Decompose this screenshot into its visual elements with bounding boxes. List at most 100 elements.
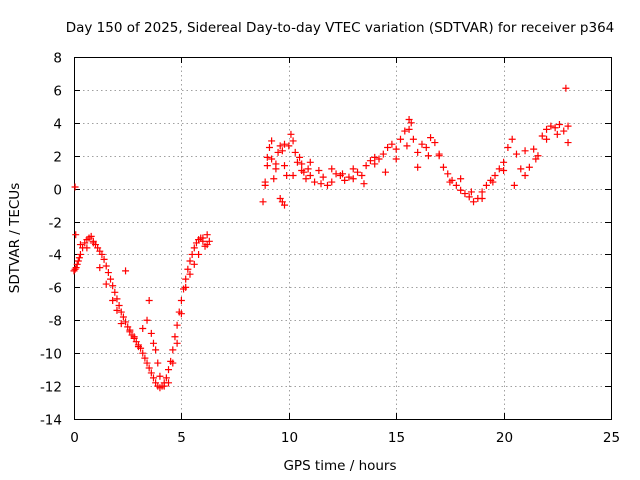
y-tick-label: 8: [53, 51, 62, 67]
data-point: [274, 148, 282, 156]
x-axis-label: GPS time / hours: [283, 458, 396, 474]
data-point: [173, 321, 181, 329]
y-tick-label: -14: [40, 413, 62, 429]
data-point: [401, 127, 409, 135]
data-point: [293, 158, 301, 166]
data-point: [76, 250, 84, 258]
data-point: [190, 260, 198, 268]
chart-title: Day 150 of 2025, Sidereal Day-to-day VTE…: [66, 20, 615, 36]
data-point: [119, 313, 127, 321]
data-point: [117, 308, 125, 316]
data-point: [72, 231, 80, 239]
data-point: [278, 147, 286, 155]
y-axis-label: SDTVAR / TECUs: [7, 183, 23, 293]
data-point: [89, 239, 97, 247]
data-point: [543, 135, 551, 143]
data-point: [341, 176, 349, 184]
data-point: [169, 359, 177, 367]
data-point: [424, 152, 432, 160]
data-point: [553, 130, 561, 138]
data-point: [345, 173, 353, 181]
data-point: [306, 158, 314, 166]
data-point: [283, 171, 291, 179]
data-point: [147, 369, 155, 377]
data-point: [184, 265, 192, 273]
data-point: [298, 160, 306, 168]
data-point: [315, 167, 323, 175]
data-point: [392, 145, 400, 153]
data-point: [375, 155, 383, 163]
data-point: [521, 171, 529, 179]
data-point: [195, 250, 203, 258]
data-point: [304, 165, 312, 173]
data-point: [169, 346, 177, 354]
data-point: [332, 170, 340, 178]
data-point: [156, 372, 164, 380]
axis-ticks: 0 5 10 15 20 25 -14 -12 -10 -8 -6 -4 -2 0 2 4 6 8: [40, 51, 620, 447]
data-point: [259, 198, 267, 206]
data-point: [73, 260, 81, 268]
data-point: [379, 150, 387, 158]
data-point: [98, 250, 106, 258]
data-point: [122, 318, 130, 326]
data-point: [491, 171, 499, 179]
data-point: [190, 244, 198, 252]
data-point: [504, 144, 512, 151]
y-tick-label: 6: [53, 84, 62, 100]
x-tick-label: 0: [70, 430, 79, 446]
data-point: [521, 147, 529, 155]
data-point: [362, 162, 370, 170]
data-point: [414, 163, 422, 171]
data-point: [323, 181, 331, 189]
data-point: [165, 366, 173, 374]
data-point: [560, 127, 568, 135]
data-point: [311, 178, 319, 186]
data-point: [478, 188, 486, 196]
data-point: [145, 364, 153, 372]
data-point: [302, 175, 310, 183]
data-point: [186, 257, 194, 265]
data-point: [171, 333, 179, 341]
data-point: [444, 170, 452, 178]
data-point: [107, 275, 115, 283]
data-point: [126, 326, 134, 334]
data-point: [495, 165, 503, 173]
y-tick-label: -12: [40, 380, 62, 396]
data-point: [71, 265, 79, 273]
data-point: [263, 153, 271, 161]
data-point: [154, 359, 162, 367]
data-point: [407, 119, 415, 127]
data-points: [70, 84, 572, 392]
data-point: [182, 275, 190, 283]
data-point: [102, 280, 110, 288]
data-point: [104, 269, 112, 277]
data-point: [102, 262, 110, 270]
data-point: [87, 232, 95, 240]
data-point: [160, 382, 168, 390]
data-point: [319, 173, 327, 181]
data-point: [409, 135, 417, 143]
data-point: [354, 168, 362, 176]
data-point: [205, 237, 213, 245]
data-point: [76, 241, 84, 249]
data-point: [141, 354, 149, 362]
data-point: [358, 171, 366, 179]
data-point: [489, 178, 497, 186]
data-point: [543, 125, 551, 133]
data-point: [388, 140, 396, 148]
data-point: [287, 130, 295, 138]
data-point: [328, 178, 336, 186]
data-point: [418, 140, 426, 148]
data-point: [478, 195, 486, 203]
data-point: [564, 122, 572, 130]
data-point: [268, 137, 276, 145]
data-point: [173, 339, 181, 347]
data-point: [165, 379, 173, 387]
data-point: [278, 198, 286, 206]
data-point: [508, 135, 516, 143]
data-point: [117, 320, 125, 328]
data-point: [349, 165, 357, 173]
data-point: [96, 264, 104, 272]
data-point: [298, 167, 306, 175]
